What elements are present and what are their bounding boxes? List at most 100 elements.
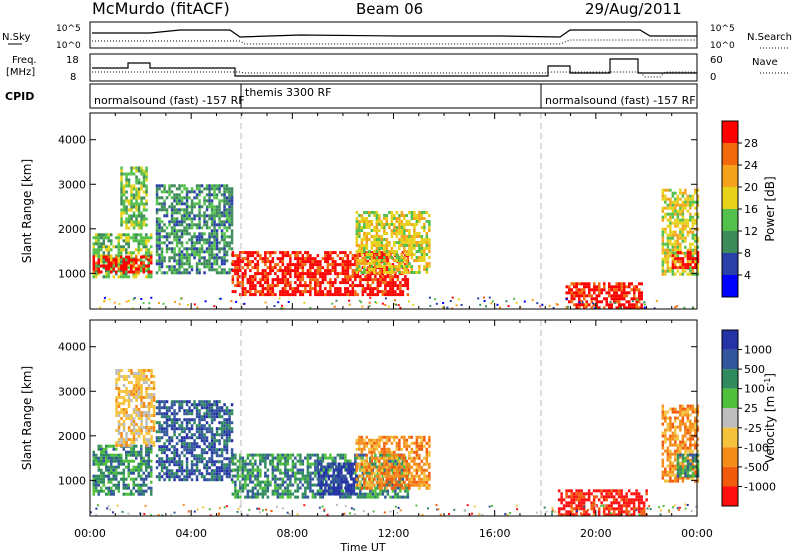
heatmap-cell	[210, 214, 214, 218]
heatmap-cell	[316, 489, 320, 493]
heatmap-cell	[140, 239, 143, 243]
heatmap-cell	[225, 421, 229, 425]
y-tick-label: 1000	[58, 267, 86, 280]
heatmap-cell	[326, 293, 330, 297]
heatmap-cell	[271, 459, 275, 463]
heatmap-cell	[135, 166, 138, 170]
heatmap-cell	[366, 287, 370, 291]
heatmap-cell	[319, 263, 322, 267]
heatmap-cell	[674, 266, 677, 270]
heatmap-cell	[595, 300, 598, 304]
heatmap-cell	[249, 275, 252, 279]
heatmap-cell	[393, 232, 396, 235]
heatmap-cell	[403, 259, 406, 262]
heatmap-cell	[361, 290, 365, 294]
heatmap-cell	[165, 250, 169, 254]
heatmap-cell	[694, 266, 697, 270]
heatmap-cell	[163, 214, 166, 218]
heatmap-cell	[145, 468, 148, 472]
heatmap-cell	[203, 439, 206, 443]
heatmap-cell	[122, 233, 125, 237]
heatmap-cell	[696, 200, 700, 204]
heatmap-cell	[193, 418, 196, 422]
heatmap-cell	[358, 220, 361, 223]
heatmap-cell	[428, 250, 431, 253]
heatmap-cell	[155, 244, 159, 248]
heatmap-cell	[183, 475, 186, 479]
heatmap-cell	[230, 232, 234, 236]
y-tick-label: 3000	[58, 178, 86, 191]
heatmap-cell	[147, 384, 151, 387]
heatmap-cell	[344, 269, 347, 273]
heatmap-cell	[400, 220, 404, 223]
heatmap-cell	[316, 465, 320, 469]
nave-trace	[92, 71, 697, 78]
heatmap-cell	[122, 459, 125, 463]
heatmap-cell	[218, 472, 221, 476]
heatmap-cell	[395, 220, 399, 223]
heatmap-cell	[170, 202, 174, 206]
heatmap-cell	[175, 187, 179, 191]
heatmap-cell	[120, 417, 123, 420]
heatmap-cell	[383, 247, 386, 250]
heatmap-cell	[666, 257, 670, 261]
heatmap-cell	[286, 471, 290, 475]
heatmap-cell	[261, 290, 265, 294]
heatmap-cell	[225, 436, 229, 440]
heatmap-cell	[142, 492, 145, 496]
heatmap-cell	[691, 306, 694, 309]
heatmap-cell	[334, 281, 337, 285]
heatmap-cell	[638, 282, 641, 286]
heatmap-cell	[120, 435, 123, 438]
heatmap-cell	[122, 239, 125, 243]
heatmap-cell	[180, 208, 184, 212]
heatmap-cell	[145, 275, 148, 279]
heatmap-cell	[198, 226, 201, 230]
heatmap-cell	[393, 241, 396, 244]
heatmap-cell	[145, 257, 148, 261]
heatmap-cell	[289, 495, 292, 499]
heatmap-cell	[361, 257, 365, 261]
heatmap-cell	[127, 396, 131, 399]
heatmap-cell	[279, 483, 282, 487]
heatmap-cell	[150, 245, 153, 249]
heatmap-cell	[107, 261, 110, 265]
heatmap-cell	[140, 169, 143, 173]
heatmap-cell	[351, 293, 355, 297]
heatmap-cell	[381, 257, 385, 261]
heatmap-cell	[185, 256, 189, 260]
heatmap-cell	[127, 184, 131, 188]
heatmap-cell	[326, 471, 330, 475]
heatmap-cell	[294, 456, 297, 460]
heatmap-cell	[384, 495, 387, 499]
heatmap-cell	[120, 236, 123, 240]
heatmap-cell	[339, 462, 342, 466]
heatmap-cell	[198, 424, 201, 428]
heatmap-cell	[117, 275, 120, 279]
heatmap-cell	[379, 284, 382, 288]
heatmap-cell	[95, 477, 98, 481]
colorbar-swatch	[722, 187, 738, 209]
heatmap-cell	[122, 423, 126, 426]
heatmap-cell	[185, 466, 189, 470]
heatmap-cell	[130, 264, 133, 268]
heatmap-cell	[388, 211, 391, 214]
heatmap-cell	[105, 492, 108, 496]
heatmap-cell	[102, 456, 105, 460]
heatmap-cell	[264, 257, 267, 261]
heatmap-cell	[638, 306, 641, 310]
heatmap-cell	[102, 483, 105, 487]
heatmap-cell	[193, 205, 196, 209]
heatmap-cell	[137, 181, 141, 185]
heatmap-cell	[393, 265, 396, 268]
heatmap-cell	[140, 220, 143, 224]
heatmap-cell	[205, 184, 209, 188]
heatmap-cell	[304, 281, 307, 285]
heatmap-cell	[241, 462, 245, 466]
heatmap-cell	[331, 284, 335, 288]
heatmap-cell	[137, 474, 140, 478]
heatmap-cell	[107, 444, 110, 448]
heatmap-cell	[686, 248, 690, 252]
heatmap-cell	[152, 420, 156, 423]
heatmap-cell	[686, 221, 690, 225]
